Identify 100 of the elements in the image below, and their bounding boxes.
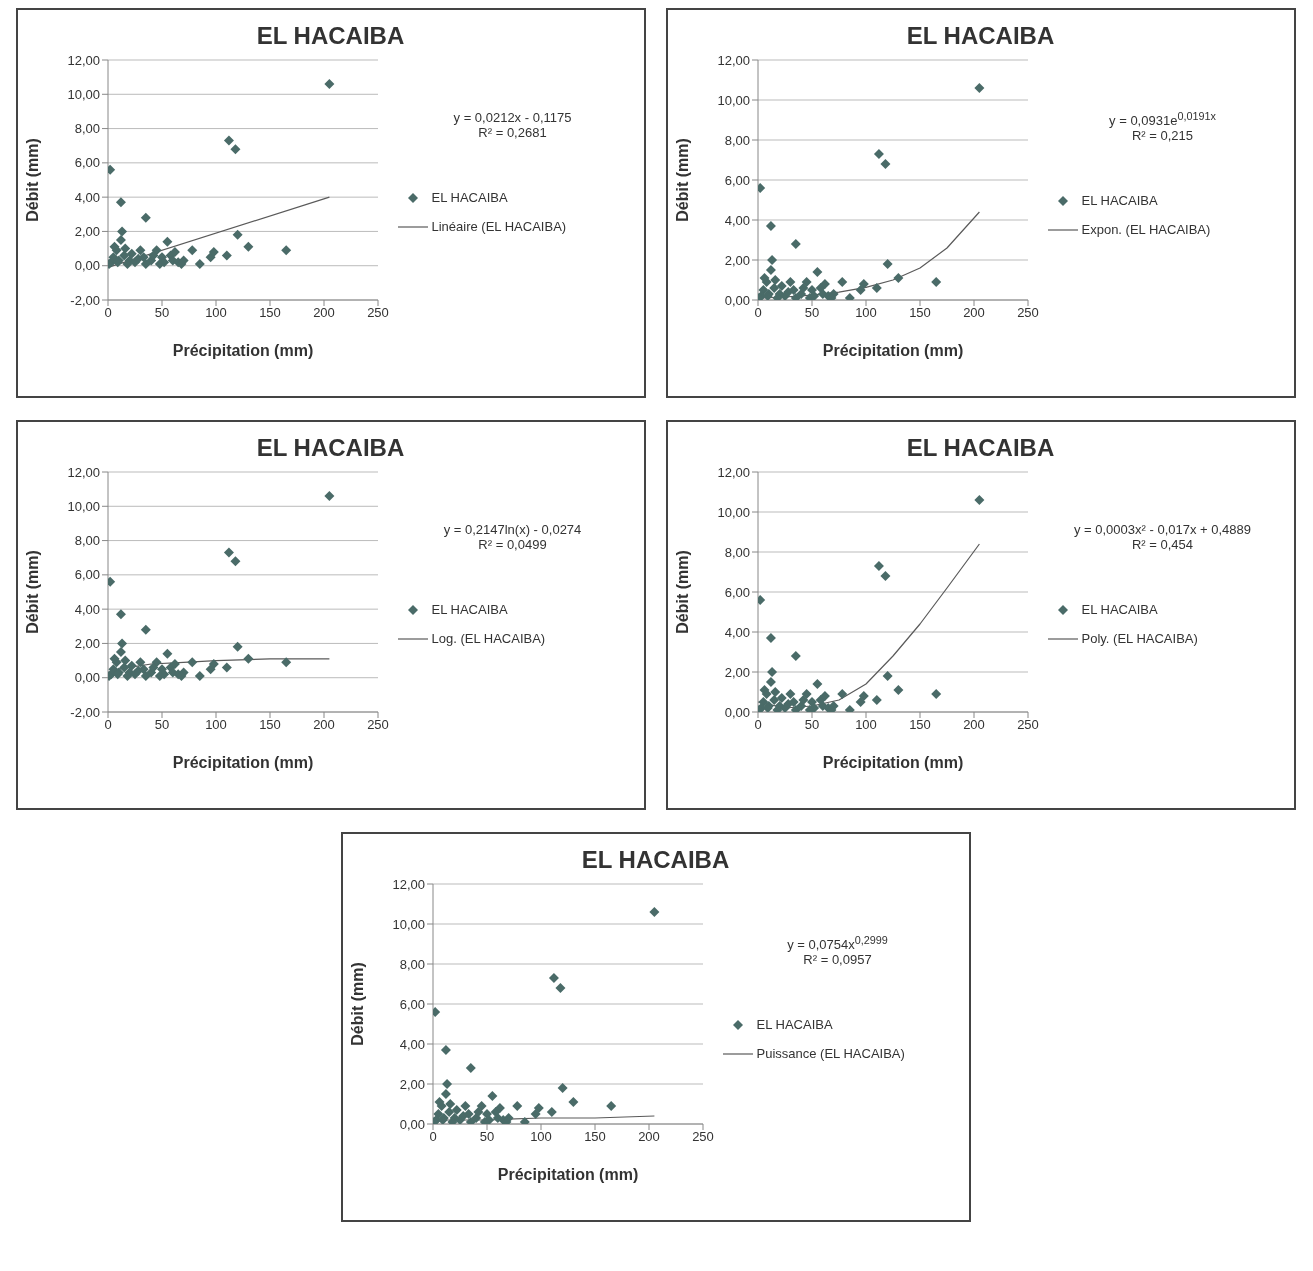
x-tick-label: 200 [962, 717, 985, 733]
y-tick-label: 0,00 [724, 704, 750, 720]
x-tick-label: 150 [258, 305, 281, 321]
y-tick-label: 10,00 [66, 498, 100, 514]
y-tick-label: 10,00 [66, 86, 100, 102]
y-tick-label: -2,00 [69, 704, 100, 720]
y-axis-title: Débit (mm) [348, 962, 366, 1046]
y-tick-label: 8,00 [399, 956, 425, 972]
y-axis-title: Débit (mm) [673, 550, 691, 634]
y-tick-label: 12,00 [66, 464, 100, 480]
y-tick-label: 8,00 [74, 533, 100, 549]
x-axis-title: Précipitation (mm) [822, 342, 963, 359]
y-axis-title: Débit (mm) [673, 138, 691, 222]
x-tick-label: 100 [204, 305, 227, 321]
text: R² = 0,0499 [477, 537, 548, 552]
text: R² = 0,215 [1130, 128, 1195, 144]
x-tick-label: 100 [854, 305, 877, 321]
x-tick-label: 200 [312, 717, 335, 733]
y-tick-label: 12,00 [716, 52, 750, 68]
y-tick-label: 8,00 [724, 544, 750, 560]
legend-label: EL HACAIBA [431, 190, 508, 205]
text: y = 0,0754x$^{0,2999}$ [786, 934, 889, 953]
x-tick-label: 50 [804, 305, 819, 321]
text: y = 0,0931e$^{0,0191x}$ [1108, 110, 1217, 129]
text: y = 0,0212x - 0,1175 [452, 110, 573, 125]
x-tick-label: 100 [204, 717, 227, 733]
y-tick-label: 2,00 [399, 1076, 425, 1092]
legend-label: Expon. (EL HACAIBA) [1081, 222, 1211, 238]
y-tick-label: 2,00 [724, 664, 750, 680]
x-tick-label: 150 [908, 717, 931, 733]
y-tick-label: 4,00 [724, 212, 750, 228]
x-tick-label: 50 [479, 1129, 494, 1145]
text: y = 0,0003x² - 0,017x + 0,4889 [1072, 522, 1253, 537]
y-tick-label: 4,00 [74, 189, 100, 205]
y-tick-label: 2,00 [74, 224, 100, 240]
y-tick-label: 10,00 [391, 916, 425, 932]
x-tick-label: 100 [529, 1129, 552, 1145]
y-tick-label: 2,00 [74, 636, 100, 652]
chart-title: EL HACAIBA [255, 21, 406, 50]
y-tick-label: 0,00 [724, 292, 750, 308]
legend-label: Linéaire (EL HACAIBA) [431, 219, 567, 234]
x-tick-label: 100 [854, 717, 877, 733]
x-axis-title: Précipitation (mm) [172, 342, 313, 359]
chart-title: EL HACAIBA [905, 433, 1056, 462]
text: R² = 0,454 [1130, 537, 1195, 552]
text: R² = 0,0957 [802, 952, 873, 968]
y-tick-label: 10,00 [716, 504, 750, 520]
y-tick-label: 6,00 [74, 155, 100, 171]
x-tick-label: 250 [366, 305, 389, 321]
x-tick-label: 0 [753, 717, 762, 733]
x-axis-title: Précipitation (mm) [497, 1166, 638, 1183]
x-tick-label: 0 [103, 717, 112, 733]
y-tick-label: 8,00 [74, 121, 100, 137]
x-tick-label: 0 [428, 1129, 437, 1145]
y-tick-label: 0,00 [399, 1116, 425, 1132]
x-tick-label: 150 [908, 305, 931, 321]
legend-label: EL HACAIBA [431, 602, 508, 617]
x-axis-title: Précipitation (mm) [172, 754, 313, 771]
chart-title: EL HACAIBA [580, 845, 731, 874]
y-tick-label: 6,00 [724, 172, 750, 188]
legend-label: EL HACAIBA [1081, 602, 1158, 617]
chart-title: EL HACAIBA [905, 21, 1056, 50]
legend-label: EL HACAIBA [1081, 193, 1158, 209]
y-tick-label: 6,00 [724, 584, 750, 600]
x-tick-label: 150 [583, 1129, 606, 1145]
y-tick-label: 12,00 [391, 876, 425, 892]
y-tick-label: 2,00 [724, 252, 750, 268]
legend-label: EL HACAIBA [756, 1017, 833, 1033]
y-tick-label: 12,00 [716, 464, 750, 480]
x-tick-label: 0 [753, 305, 762, 321]
text: R² = 0,2681 [477, 125, 548, 140]
y-axis-title: Débit (mm) [23, 550, 41, 634]
y-tick-label: 4,00 [399, 1036, 425, 1052]
y-tick-label: 0,00 [74, 670, 100, 686]
text: y = 0,2147ln(x) - 0,0274 [442, 522, 583, 537]
chart-title: EL HACAIBA [255, 433, 406, 462]
x-tick-label: 250 [366, 717, 389, 733]
x-tick-label: 50 [804, 717, 819, 733]
x-axis-title: Précipitation (mm) [822, 754, 963, 771]
x-tick-label: 0 [103, 305, 112, 321]
y-tick-label: 12,00 [66, 52, 100, 68]
y-axis-title: Débit (mm) [23, 138, 41, 222]
x-tick-label: 50 [154, 305, 169, 321]
y-tick-label: 10,00 [716, 92, 750, 108]
y-tick-label: 4,00 [74, 601, 100, 617]
y-tick-label: 6,00 [399, 996, 425, 1012]
x-tick-label: 50 [154, 717, 169, 733]
y-tick-label: 6,00 [74, 567, 100, 583]
x-tick-label: 250 [1016, 717, 1039, 733]
y-tick-label: -2,00 [69, 292, 100, 308]
legend-label: Puissance (EL HACAIBA) [756, 1046, 905, 1062]
y-tick-label: 8,00 [724, 132, 750, 148]
legend-label: Log. (EL HACAIBA) [431, 631, 546, 646]
y-tick-label: 4,00 [724, 624, 750, 640]
x-tick-label: 200 [312, 305, 335, 321]
y-tick-label: 0,00 [74, 258, 100, 274]
x-tick-label: 200 [637, 1129, 660, 1145]
x-tick-label: 200 [962, 305, 985, 321]
x-tick-label: 250 [691, 1129, 714, 1145]
x-tick-label: 150 [258, 717, 281, 733]
